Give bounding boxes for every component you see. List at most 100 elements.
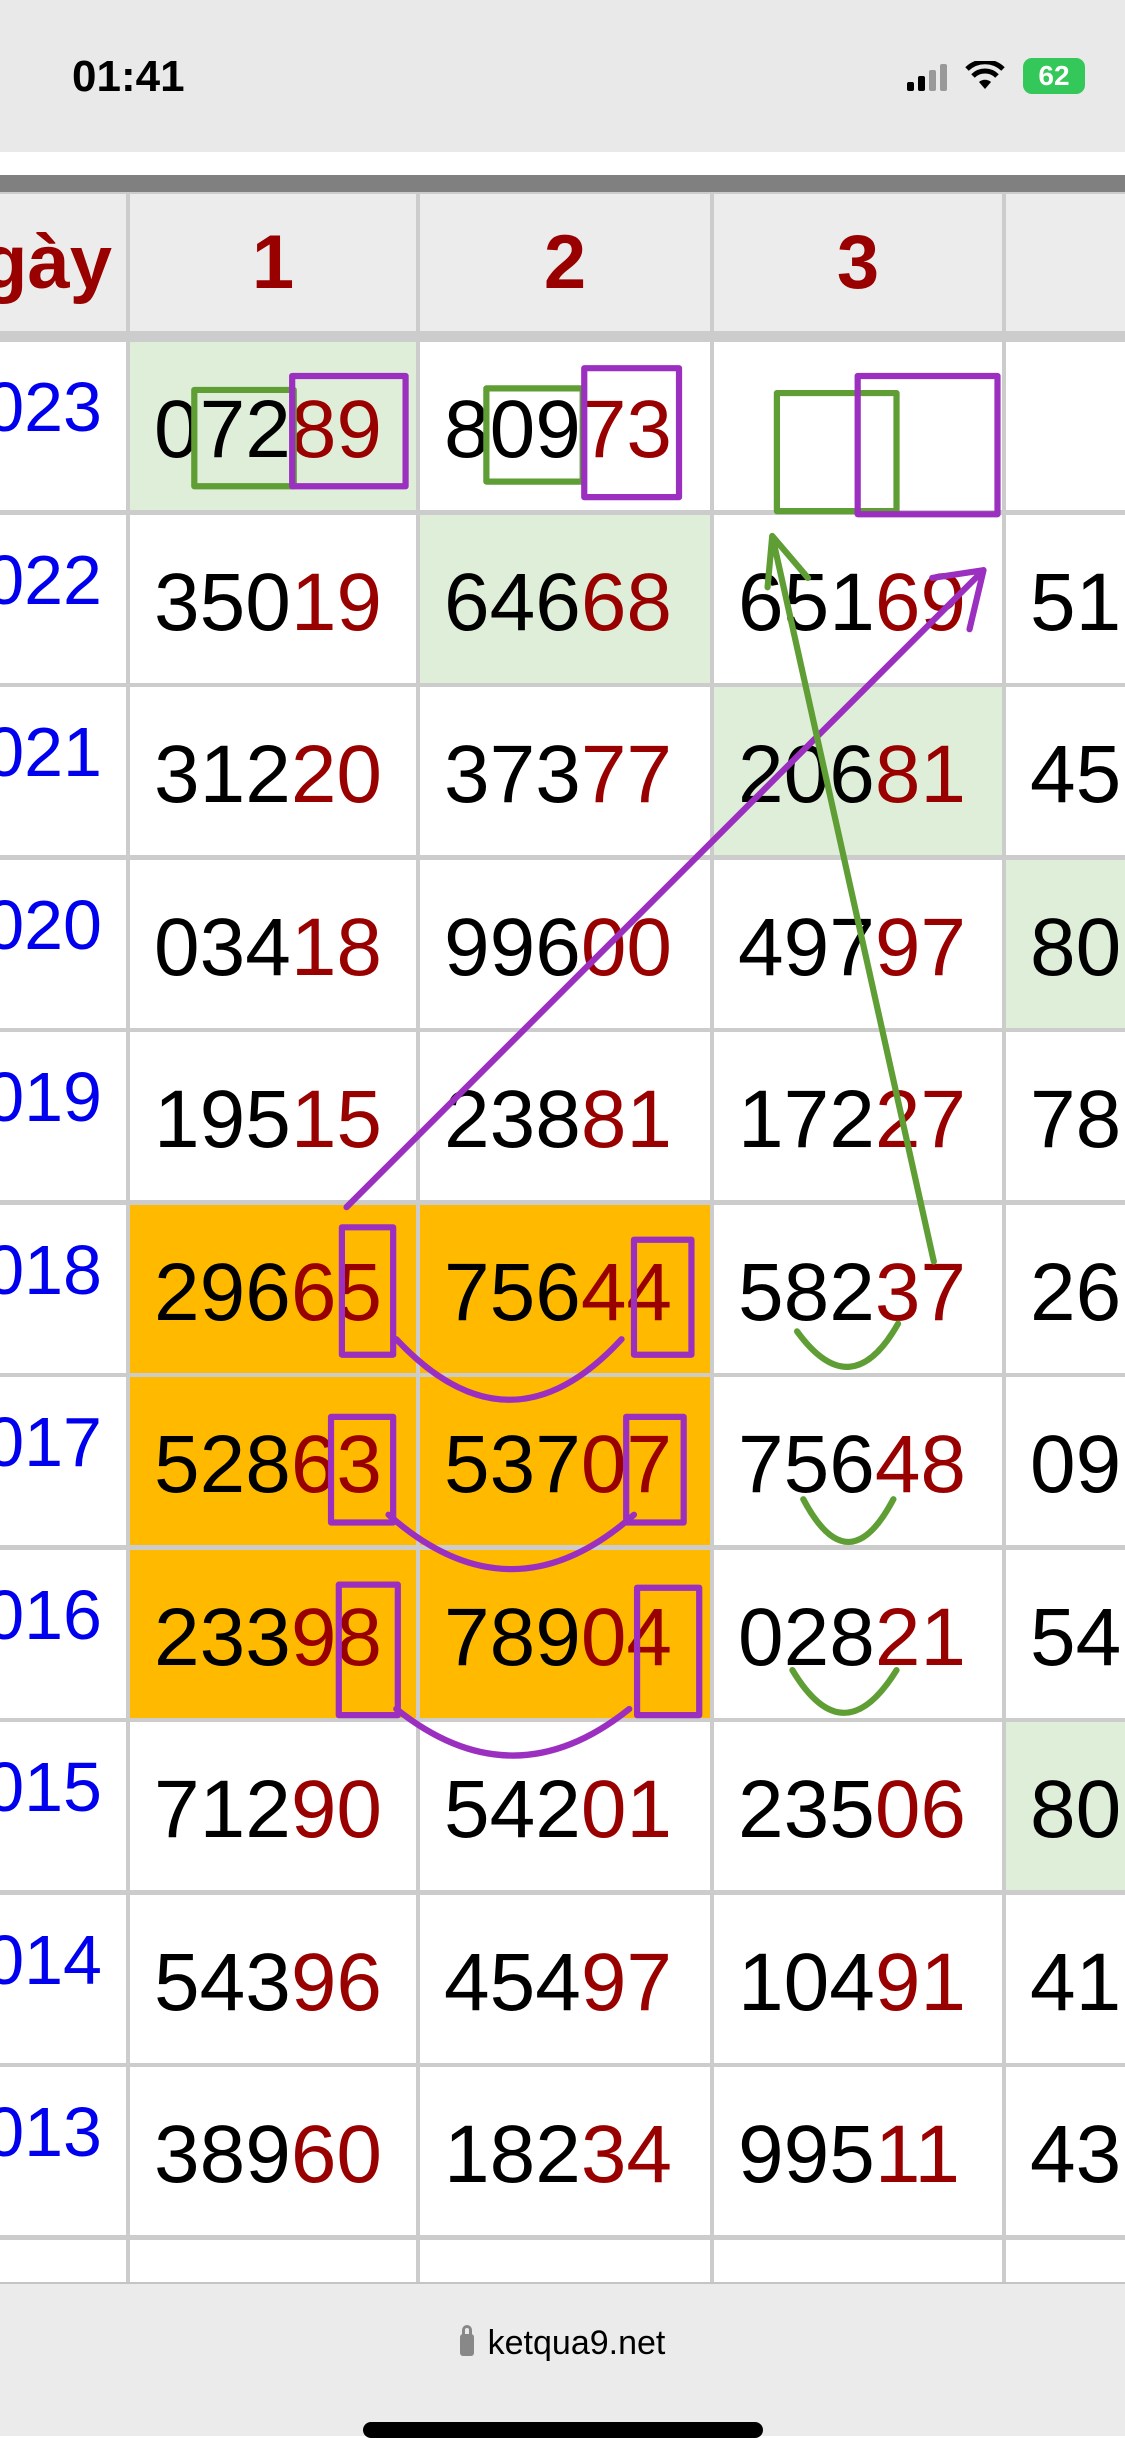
table-row: 201571290542012350680 [0, 1722, 1125, 1890]
empty-cell [714, 2239, 1002, 2282]
tail-digits: 81 [580, 1074, 673, 1165]
head-digits: 582 [738, 1246, 875, 1338]
head-digits: 995 [738, 2109, 875, 2200]
year-link[interactable]: 2019 [0, 1032, 126, 1200]
url-text: ketqua9.net [487, 2324, 666, 2362]
year-link[interactable]: 2015 [0, 1722, 126, 1890]
result-cell: 206 81 [714, 687, 1002, 855]
head-digits: 233 [154, 1591, 291, 1683]
result-cell: 389 60 [130, 2067, 416, 2235]
tail-digits: 89 [290, 384, 383, 475]
result-cell: 296 65 [130, 1204, 416, 1373]
result-cell: 350 19 [130, 514, 416, 683]
result-cell: 543 96 [130, 1894, 416, 2063]
head-digits: 350 [154, 556, 291, 648]
table-row: 201752863537077564809 [0, 1377, 1125, 1545]
result-cell: 195 15 [130, 1032, 416, 1200]
tail-digits: 97 [580, 1936, 673, 2028]
result-cell: 528 63 [130, 1377, 416, 1545]
wifi-icon [965, 61, 1005, 89]
results-table: Ngày 1 2 3 20230728980973202235019646686… [0, 192, 1125, 2282]
table-row: 202131220373772068145 [0, 687, 1125, 855]
head-digits: 789 [444, 1591, 581, 1683]
address-bar[interactable]: ketqua9.net [0, 2324, 1125, 2363]
head-digits: 996 [444, 901, 581, 993]
tail-digits: 18 [290, 901, 383, 993]
result-cell: 54 [1006, 1549, 1125, 1718]
home-indicator[interactable] [363, 2422, 763, 2438]
head-digits: 195 [154, 1074, 291, 1165]
tail-digits: 44 [580, 1246, 673, 1338]
head-digits: 206 [738, 729, 875, 820]
year-link[interactable]: 2014 [0, 1894, 126, 2063]
result-cell: 537 07 [420, 1377, 710, 1545]
table-top-border [0, 175, 1125, 192]
head-digits: 454 [444, 1936, 581, 2028]
header-col-4 [1006, 194, 1125, 331]
header-col-1: 1 [130, 194, 416, 331]
tail-digits: 65 [290, 1246, 383, 1338]
head-digits: 373 [444, 729, 581, 820]
head-digits: 182 [444, 2109, 581, 2200]
result-cell: 651 69 [714, 514, 1002, 683]
result-cell: 238 81 [420, 1032, 710, 1200]
tail-digits: 34 [580, 2109, 673, 2200]
head-digits: 528 [154, 1419, 291, 1510]
tail-digits: 37 [874, 1246, 967, 1338]
browser-bottom-bar: ketqua9.net [0, 2282, 1125, 2438]
year-link[interactable]: 2017 [0, 1377, 126, 1545]
table-row: 201623398789040282154 [0, 1549, 1125, 1718]
head-digits: 756 [738, 1419, 875, 1510]
tail-digits: 73 [580, 384, 673, 475]
table-header: Ngày 1 2 3 [0, 194, 1125, 331]
table-row [0, 2239, 1125, 2282]
tail-digits: 81 [874, 729, 967, 820]
head-digits: 537 [444, 1419, 581, 1510]
status-bar: 01:41 62 [0, 0, 1125, 152]
tail-digits: 27 [874, 1074, 967, 1165]
head-digits: 809 [444, 384, 581, 475]
head-digits: 542 [444, 1764, 581, 1855]
table-row: 201829665756445823726 [0, 1204, 1125, 1373]
year-link[interactable]: 2018 [0, 1204, 126, 1373]
battery-icon: 62 [1023, 58, 1085, 94]
result-cell: 104 91 [714, 1894, 1002, 2063]
result-cell: 235 06 [714, 1722, 1002, 1890]
result-cell: 646 68 [420, 514, 710, 683]
result-cell: 542 01 [420, 1722, 710, 1890]
tail-digits: 68 [580, 556, 673, 648]
result-cell: 45 [1006, 687, 1125, 855]
result-cell: 034 18 [130, 859, 416, 1028]
header-col-3: 3 [714, 194, 1002, 331]
signal-icon [907, 61, 947, 91]
head-digits: 028 [738, 1591, 875, 1683]
tail-digits: 77 [580, 729, 673, 820]
tail-digits: 20 [290, 729, 383, 820]
head-digits: 296 [154, 1246, 291, 1338]
year-link[interactable]: 2020 [0, 859, 126, 1028]
head-digits: 072 [154, 384, 291, 475]
head-digits: 651 [738, 556, 875, 648]
year-link[interactable]: 2016 [0, 1549, 126, 1718]
table-row: 201919515238811722778 [0, 1032, 1125, 1200]
result-cell: 028 21 [714, 1549, 1002, 1718]
result-cell: 78 [1006, 1032, 1125, 1200]
head-digits: 389 [154, 2109, 291, 2200]
head-digits: 235 [738, 1764, 875, 1855]
head-digits: 543 [154, 1936, 291, 2028]
tail-digits: 15 [290, 1074, 383, 1165]
header-col-2: 2 [420, 194, 710, 331]
year-link[interactable]: 2021 [0, 687, 126, 855]
tail-digits: 11 [874, 2109, 960, 2200]
head-digits: 312 [154, 729, 291, 820]
year-link[interactable]: 2023 [0, 342, 126, 510]
year-link[interactable]: 2013 [0, 2067, 126, 2235]
year-link[interactable]: 2022 [0, 514, 126, 683]
header-date: Ngày [0, 194, 126, 331]
result-cell: 43 [1006, 2067, 1125, 2235]
status-time: 01:41 [72, 52, 185, 101]
head-digits: 238 [444, 1074, 581, 1165]
result-cell: 41 [1006, 1894, 1125, 2063]
